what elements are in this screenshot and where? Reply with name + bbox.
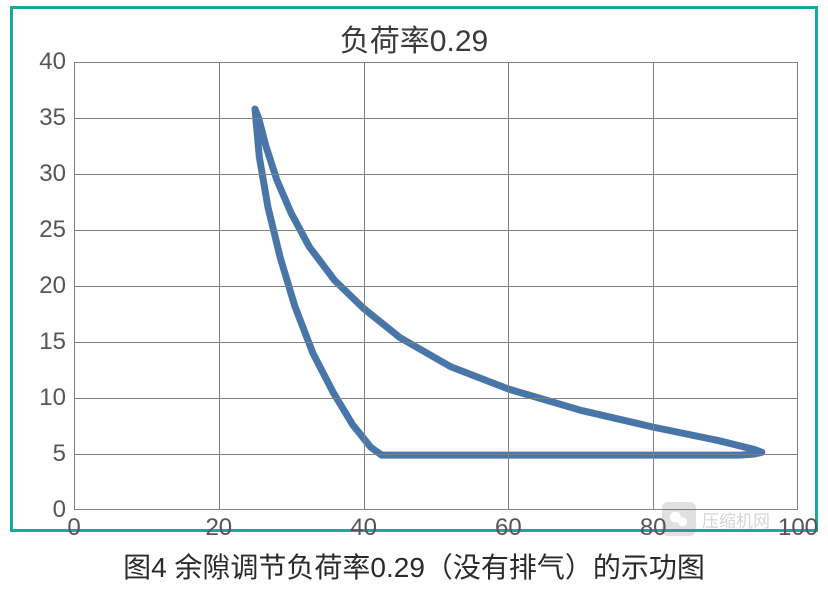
x-tick-label: 60 bbox=[478, 514, 538, 542]
grid-line-vertical bbox=[364, 62, 365, 510]
grid-line-horizontal bbox=[74, 230, 798, 231]
x-tick-label: 80 bbox=[623, 514, 683, 542]
x-tick-label: 40 bbox=[334, 514, 394, 542]
grid-line-horizontal bbox=[74, 342, 798, 343]
x-tick-label: 20 bbox=[189, 514, 249, 542]
grid-line-horizontal bbox=[74, 454, 798, 455]
grid-line-horizontal bbox=[74, 398, 798, 399]
grid-line-horizontal bbox=[74, 286, 798, 287]
y-tick-label: 5 bbox=[16, 440, 66, 468]
plot-area bbox=[74, 62, 798, 510]
y-tick-label: 15 bbox=[16, 328, 66, 356]
y-tick-label: 10 bbox=[16, 384, 66, 412]
y-tick-label: 25 bbox=[16, 216, 66, 244]
figure-caption: 图4 余隙调节负荷率0.29（没有排气）的示功图 bbox=[0, 546, 828, 586]
grid-line-vertical bbox=[508, 62, 509, 510]
chart-title: 负荷率0.29 bbox=[0, 16, 828, 60]
watermark-text: 压缩机网 bbox=[702, 507, 770, 532]
grid-line-horizontal bbox=[74, 118, 798, 119]
x-tick-label: 0 bbox=[44, 514, 104, 542]
y-tick-label: 35 bbox=[16, 104, 66, 132]
grid-line-vertical bbox=[653, 62, 654, 510]
y-tick-label: 20 bbox=[16, 272, 66, 300]
y-tick-label: 30 bbox=[16, 160, 66, 188]
grid-line-vertical bbox=[219, 62, 220, 510]
grid-line-horizontal bbox=[74, 174, 798, 175]
x-tick-label: 100 bbox=[768, 514, 828, 542]
y-tick-label: 40 bbox=[16, 48, 66, 76]
